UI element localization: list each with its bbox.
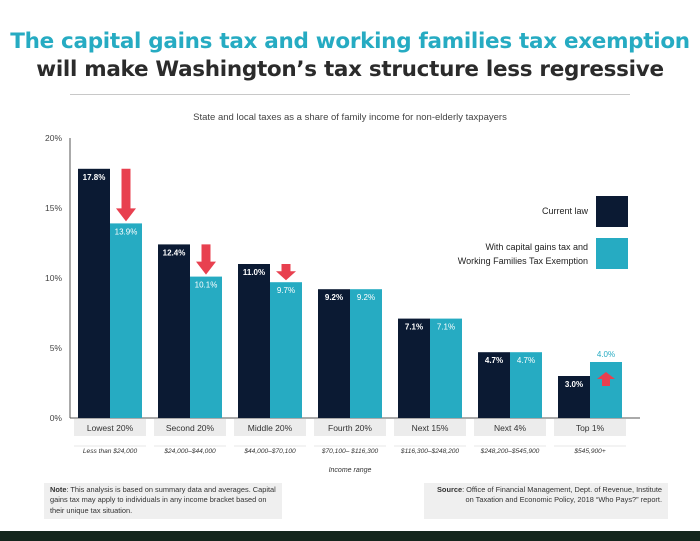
y-tick-label: 0% bbox=[50, 413, 63, 423]
category-label-background bbox=[474, 419, 546, 436]
source-label: Source bbox=[437, 485, 463, 494]
data-label-with-reform: 4.0% bbox=[597, 350, 615, 359]
data-label-with-reform: 4.7% bbox=[517, 356, 535, 365]
y-tick-label: 20% bbox=[45, 133, 62, 143]
data-label-with-reform: 10.1% bbox=[195, 281, 218, 290]
category-label-background bbox=[234, 419, 306, 436]
income-range-label: $44,000–$70,100 bbox=[243, 448, 296, 455]
x-tick-label: Second 20% bbox=[166, 423, 215, 433]
legend-label-with-reform: Working Families Tax Exemption bbox=[458, 256, 588, 266]
chart-title-line-1: The capital gains tax and working famili… bbox=[10, 29, 690, 54]
bar-with-reform bbox=[430, 318, 462, 418]
bar-with-reform bbox=[350, 289, 382, 418]
source-box: Source: Office of Financial Management, … bbox=[424, 483, 668, 519]
arrow-down-icon bbox=[196, 244, 216, 275]
bar-current-law bbox=[158, 244, 190, 418]
chart-title-line-2: will make Washington’s tax structure les… bbox=[36, 57, 664, 82]
legend-swatch-current-law bbox=[596, 196, 628, 227]
bar-current-law bbox=[398, 318, 430, 418]
note-text: : This analysis is based on summary data… bbox=[50, 485, 276, 515]
bottom-strip bbox=[0, 531, 700, 541]
income-range-label: Less than $24,000 bbox=[83, 448, 138, 455]
bar-with-reform bbox=[190, 276, 222, 418]
data-label-current-law: 17.8% bbox=[83, 173, 106, 182]
legend-swatch-with-reform bbox=[596, 238, 628, 269]
bar-with-reform bbox=[510, 352, 542, 418]
bar-current-law bbox=[478, 352, 510, 418]
x-axis-title: Income range bbox=[329, 467, 372, 474]
bar-with-reform bbox=[590, 362, 622, 418]
bar-current-law bbox=[78, 168, 110, 418]
data-label-current-law: 9.2% bbox=[325, 293, 343, 302]
chart-subtitle: State and local taxes as a share of fami… bbox=[193, 112, 507, 123]
title-divider bbox=[70, 94, 630, 95]
income-range-label: $70,100– $116,300 bbox=[321, 448, 379, 455]
bar-with-reform bbox=[270, 282, 302, 418]
x-tick-label: Top 1% bbox=[576, 423, 605, 433]
bar-current-law bbox=[558, 376, 590, 418]
data-label-current-law: 3.0% bbox=[565, 380, 583, 389]
bar-with-reform bbox=[110, 223, 142, 418]
data-label-current-law: 12.4% bbox=[163, 248, 186, 257]
y-tick-label: 15% bbox=[45, 203, 62, 213]
data-label-with-reform: 9.7% bbox=[277, 286, 295, 295]
income-range-label: $248,200–$545,900 bbox=[480, 448, 540, 455]
x-tick-label: Next 4% bbox=[494, 423, 527, 433]
x-tick-label: Middle 20% bbox=[248, 423, 293, 433]
income-range-label: $545,900+ bbox=[573, 448, 606, 455]
category-label-background bbox=[74, 419, 146, 436]
bar-current-law bbox=[238, 264, 270, 418]
legend-label-with-reform: With capital gains tax and bbox=[485, 242, 588, 252]
data-label-current-law: 7.1% bbox=[405, 323, 423, 332]
x-tick-label: Next 15% bbox=[412, 423, 449, 433]
arrow-down-icon bbox=[276, 264, 296, 281]
income-range-label: $116,300–$248,200 bbox=[400, 448, 460, 455]
y-tick-label: 5% bbox=[50, 343, 63, 353]
data-label-with-reform: 7.1% bbox=[437, 323, 455, 332]
bar-chart: State and local taxes as a share of fami… bbox=[45, 112, 640, 474]
data-label-current-law: 11.0% bbox=[243, 268, 265, 277]
x-tick-label: Fourth 20% bbox=[328, 423, 372, 433]
y-tick-label: 10% bbox=[45, 273, 62, 283]
data-label-with-reform: 13.9% bbox=[115, 227, 138, 236]
data-label-with-reform: 9.2% bbox=[357, 293, 375, 302]
category-label-background bbox=[314, 419, 386, 436]
data-label-current-law: 4.7% bbox=[485, 356, 503, 365]
arrow-up-icon bbox=[597, 372, 615, 386]
category-label-background bbox=[154, 419, 226, 436]
note-label: Note bbox=[50, 485, 67, 494]
arrow-down-icon bbox=[116, 168, 136, 222]
category-label-background bbox=[394, 419, 466, 436]
source-text: : Office of Financial Management, Dept. … bbox=[462, 485, 662, 505]
category-label-background bbox=[554, 419, 626, 436]
income-range-label: $24,000–$44,000 bbox=[163, 448, 216, 455]
bar-current-law bbox=[318, 289, 350, 418]
note-box: Note: This analysis is based on summary … bbox=[44, 483, 282, 519]
x-tick-label: Lowest 20% bbox=[87, 423, 134, 433]
legend-label-current-law: Current law bbox=[542, 206, 589, 216]
